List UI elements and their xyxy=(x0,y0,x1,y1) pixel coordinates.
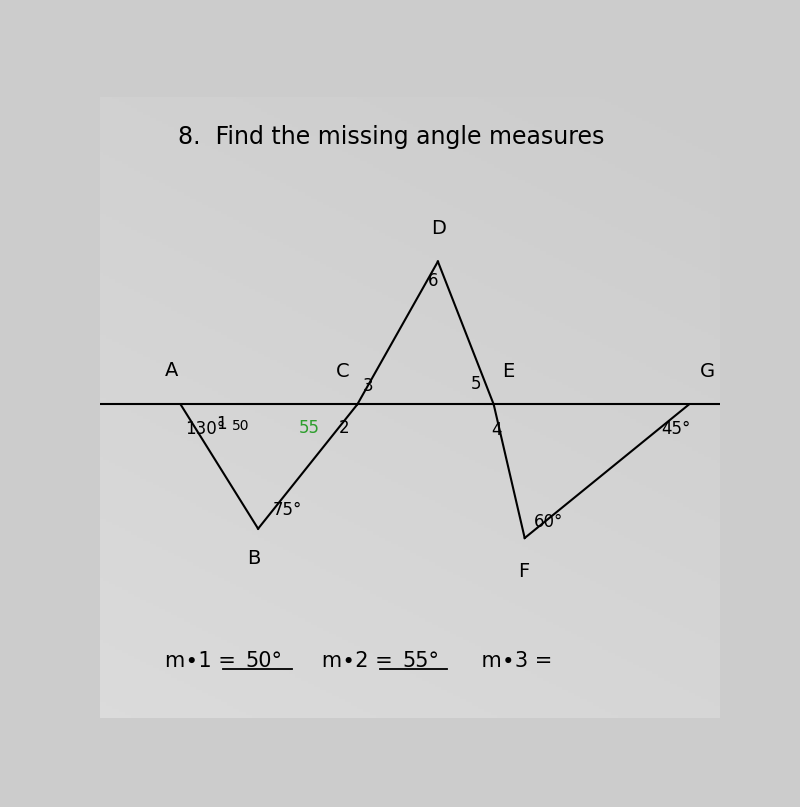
Text: C: C xyxy=(336,362,350,382)
Text: 2: 2 xyxy=(338,419,349,437)
Text: B: B xyxy=(247,550,261,568)
Text: E: E xyxy=(502,362,514,382)
Text: A: A xyxy=(165,361,178,379)
Text: m∙1 =: m∙1 = xyxy=(165,651,242,671)
Text: 50°: 50° xyxy=(246,651,282,671)
Text: 75°: 75° xyxy=(272,501,302,519)
Text: 3: 3 xyxy=(362,377,373,395)
Text: 5: 5 xyxy=(470,375,482,393)
Text: G: G xyxy=(700,362,715,382)
Text: 4: 4 xyxy=(491,421,502,439)
Text: 130°: 130° xyxy=(186,420,226,438)
Text: 45°: 45° xyxy=(661,420,690,438)
Text: m∙3 =: m∙3 = xyxy=(454,651,552,671)
Text: 6: 6 xyxy=(428,272,439,290)
Text: 8.  Find the missing angle measures: 8. Find the missing angle measures xyxy=(178,125,605,148)
Text: 55°: 55° xyxy=(402,651,439,671)
Text: m∙2 =: m∙2 = xyxy=(302,651,399,671)
Text: 55: 55 xyxy=(299,419,320,437)
Text: 60°: 60° xyxy=(534,513,563,532)
Text: 50: 50 xyxy=(231,420,249,433)
Text: 1: 1 xyxy=(216,415,227,433)
Text: D: D xyxy=(431,219,446,238)
Text: F: F xyxy=(518,562,529,581)
